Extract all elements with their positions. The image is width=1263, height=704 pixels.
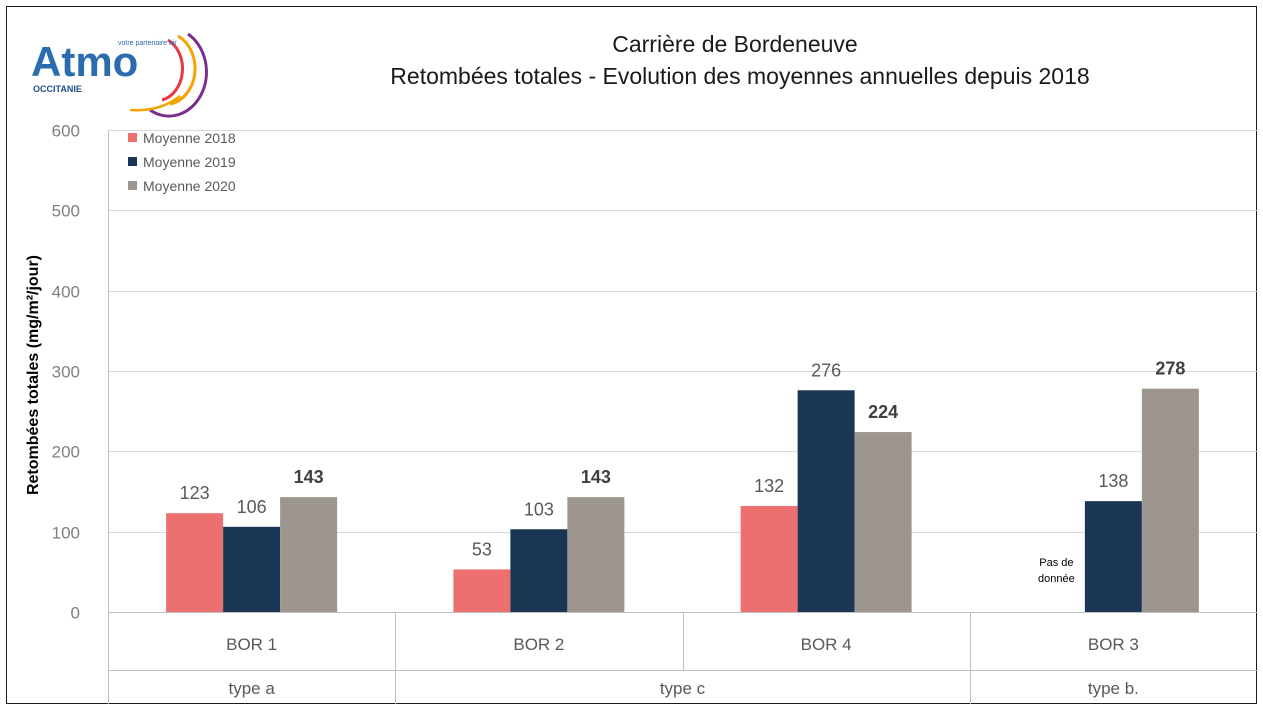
data-label-bor-2-moyenne-2019: 103 xyxy=(524,499,554,519)
x-axis: BOR 1 BOR 2 BOR 4 BOR 3 type a type c type b. xyxy=(108,130,1257,704)
y-tick-label-100: 100 xyxy=(52,524,80,543)
bar-bor-4-moyenne-2019 xyxy=(797,390,855,612)
chart-subtitle: Retombées totales - Evolution des moyenn… xyxy=(390,63,1089,89)
data-label-bor-2-moyenne-2020: 143 xyxy=(581,467,611,487)
y-tick-label-400: 400 xyxy=(52,283,80,302)
bar-bor-3-moyenne-2019 xyxy=(1084,501,1142,612)
gridlines xyxy=(108,130,1257,533)
y-tick-label-200: 200 xyxy=(52,443,80,462)
legend-swatch-moyenne-2018 xyxy=(128,133,137,142)
legend-label-moyenne-2020: Moyenne 2020 xyxy=(143,178,236,194)
y-tick-label-0: 0 xyxy=(71,604,80,623)
y-axis-ticks: 0 100 200 300 400 500 600 xyxy=(52,122,80,623)
bar-bor-1-moyenne-2018 xyxy=(166,513,224,612)
chart-title: Carrière de Bordeneuve xyxy=(612,31,857,57)
data-label-bor-3-moyenne-2020: 278 xyxy=(1155,359,1185,379)
bar-bor-1-moyenne-2020 xyxy=(280,497,338,612)
logo-region: OCCITANIE xyxy=(33,84,82,94)
bar-bor-2-moyenne-2018 xyxy=(453,569,511,612)
x-tick-label-bor-1: BOR 1 xyxy=(226,635,277,654)
x-tick-label-bor-4: BOR 4 xyxy=(801,635,852,654)
bar-bor-3-moyenne-2020 xyxy=(1141,388,1199,612)
legend-swatch-moyenne-2019 xyxy=(128,157,137,166)
logo-name: Atmo xyxy=(31,38,138,85)
bar-bor-2-moyenne-2019 xyxy=(510,529,568,612)
data-label-bor-1-moyenne-2018: 123 xyxy=(180,483,210,503)
data-label-bor-1-moyenne-2019: 106 xyxy=(237,497,267,517)
data-label-bor-2-moyenne-2018: 53 xyxy=(472,539,492,559)
y-tick-label-300: 300 xyxy=(52,363,80,382)
group-label-type-a: type a xyxy=(228,679,275,698)
x-tick-label-bor-2: BOR 2 xyxy=(513,635,564,654)
logo-arc-orange xyxy=(169,34,197,106)
group-label-type-b: type b. xyxy=(1088,679,1139,698)
bar-bor-4-moyenne-2020 xyxy=(854,432,912,612)
legend-label-moyenne-2019: Moyenne 2019 xyxy=(143,154,236,170)
logo-arc-purple xyxy=(149,32,208,118)
group-label-type-c: type c xyxy=(660,679,706,698)
legend-swatch-moyenne-2020 xyxy=(128,181,137,190)
bar-bor-4-moyenne-2018 xyxy=(740,505,798,612)
legend: Moyenne 2018 Moyenne 2019 Moyenne 2020 xyxy=(128,130,236,194)
annotation-no-data-line-2: donnée xyxy=(1038,573,1075,585)
logo-tagline: votre partenaire air xyxy=(118,40,177,47)
data-labels: 123 106 143 53 103 143 132 276 224 138 278 Pas de do… xyxy=(180,359,1186,585)
bar-bor-2-moyenne-2020 xyxy=(567,497,625,612)
x-tick-label-bor-3: BOR 3 xyxy=(1088,635,1139,654)
y-tick-label-600: 600 xyxy=(52,122,80,141)
logo-arc-red xyxy=(161,38,184,102)
data-label-bor-4-moyenne-2020: 224 xyxy=(868,402,898,422)
data-label-bor-4-moyenne-2018: 132 xyxy=(754,476,784,496)
bar-bor-1-moyenne-2019 xyxy=(223,526,281,612)
data-label-bor-3-moyenne-2019: 138 xyxy=(1098,471,1128,491)
y-axis-label: Retombées totales (mg/m²/jour) xyxy=(25,255,42,495)
legend-label-moyenne-2018: Moyenne 2018 xyxy=(143,130,236,146)
bars xyxy=(166,388,1199,612)
data-label-bor-4-moyenne-2019: 276 xyxy=(811,360,841,380)
data-label-bor-1-moyenne-2020: 143 xyxy=(294,467,324,487)
y-tick-label-500: 500 xyxy=(52,202,80,221)
logo-arc-swoosh xyxy=(129,95,181,112)
annotation-no-data-line-1: Pas de xyxy=(1039,557,1073,569)
atmo-logo: Atmo votre partenaire air OCCITANIE xyxy=(31,32,208,118)
